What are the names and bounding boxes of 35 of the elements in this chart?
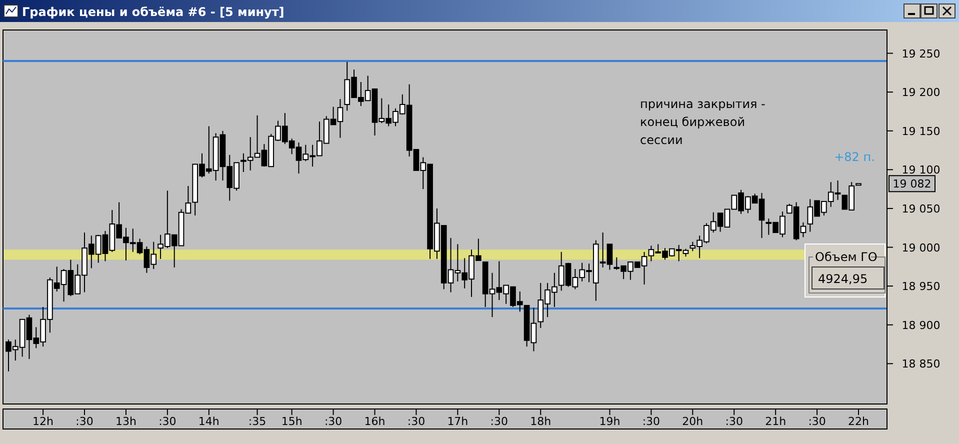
y-tick-label: 19 200 [902,86,940,100]
x-tick-label: 15h [281,415,302,428]
x-tick-label: :30 [407,415,426,428]
x-tick-label: :35 [248,415,266,428]
x-tick-label: 22h [848,415,870,428]
x-tick-label: 14h [198,415,220,428]
text: 19 082 [892,178,932,191]
x-tick-label: 19h [599,415,620,428]
x-tick-label: 21h [765,415,786,428]
x-tick-label: 20h [682,415,704,428]
x-tick-label: 12h [32,415,54,428]
x-tick-label: :30 [76,415,94,428]
x-tick-label: :30 [642,415,660,428]
y-tick-label: 19 150 [902,124,940,138]
x-tick-label: :30 [158,415,176,428]
x-tick-label: 13h [115,415,136,428]
y-tick-label: 19 050 [902,202,940,216]
annotation: +82 п. [834,150,875,164]
y-tick-label: 19 100 [902,164,940,177]
annotation: причина закрытия - конец биржевой сессии [640,97,766,147]
x-tick-label: :30 [725,415,743,428]
annotation: Объем ГО [815,250,878,264]
y-tick-label: 18 850 [902,358,940,371]
y-tick-label: 19 250 [902,47,940,60]
chart-title: График цены и объёма #6 - [5 минут] [22,5,284,19]
x-tick-label: 18h [530,415,552,428]
x-tick-label: :30 [324,415,342,428]
x-tick-label: 17h [447,415,468,428]
x-tick-label: :30 [808,415,826,428]
x-tick-label: :30 [490,415,508,428]
y-tick-label: 19 000 [902,241,940,254]
annotation: 4924,95 [818,272,868,286]
y-tick-label: 18 950 [902,280,940,294]
x-tick-label: 16h [364,415,386,428]
y-tick-label: 18 900 [902,318,940,332]
